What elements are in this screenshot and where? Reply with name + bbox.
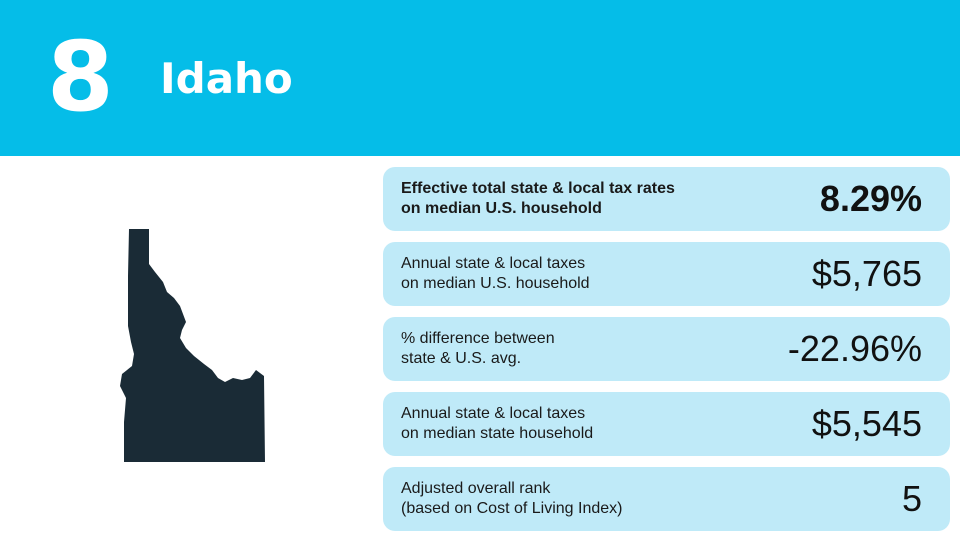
rank-number: 8 bbox=[47, 21, 114, 133]
stat-label-line: on median U.S. household bbox=[401, 275, 590, 292]
stats-list: Effective total state & local tax rates … bbox=[383, 167, 950, 540]
stat-value: 5 bbox=[901, 478, 922, 519]
stat-value: 8.29% bbox=[819, 178, 922, 219]
stat-label-line: Annual state & local taxes bbox=[401, 255, 586, 272]
stat-label-line: Effective total state & local tax rates bbox=[401, 180, 675, 197]
stat-value: $5,545 bbox=[811, 403, 922, 444]
stat-label-line: % difference between bbox=[401, 330, 555, 347]
stat-value: -22.96% bbox=[787, 328, 922, 369]
stat-label-line: Adjusted overall rank bbox=[401, 480, 551, 497]
stat-card-annual-taxes-state: Annual state & local taxes on median sta… bbox=[383, 392, 950, 456]
stat-card-adjusted-rank: Adjusted overall rank (based on Cost of … bbox=[383, 467, 950, 531]
stat-label: % difference between state & U.S. avg. bbox=[401, 329, 741, 369]
stat-label: Effective total state & local tax rates … bbox=[401, 179, 741, 219]
stat-label-line: (based on Cost of Living Index) bbox=[401, 500, 623, 517]
stat-label-line: on median state household bbox=[401, 425, 594, 442]
stat-label: Annual state & local taxes on median U.S… bbox=[401, 254, 741, 294]
stat-card-annual-taxes-us: Annual state & local taxes on median U.S… bbox=[383, 242, 950, 306]
stat-label-line: on median U.S. household bbox=[401, 200, 602, 217]
header-banner: 8 Idaho bbox=[0, 0, 960, 156]
stat-value: $5,765 bbox=[811, 253, 922, 294]
stat-label: Annual state & local taxes on median sta… bbox=[401, 404, 741, 444]
stat-label-line: Annual state & local taxes bbox=[401, 405, 586, 422]
state-title: Idaho bbox=[160, 54, 293, 103]
stat-label-line: state & U.S. avg. bbox=[401, 350, 522, 367]
stat-label: Adjusted overall rank (based on Cost of … bbox=[401, 479, 741, 519]
stat-card-effective-rate: Effective total state & local tax rates … bbox=[383, 167, 950, 231]
stat-card-percent-difference: % difference between state & U.S. avg. -… bbox=[383, 317, 950, 381]
idaho-map-icon bbox=[118, 226, 270, 466]
